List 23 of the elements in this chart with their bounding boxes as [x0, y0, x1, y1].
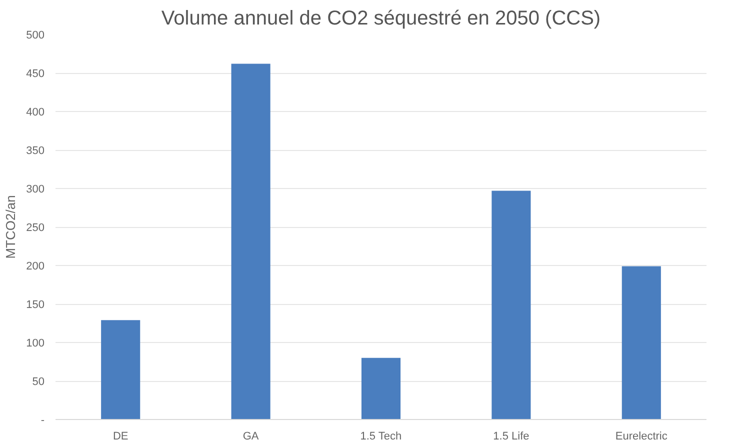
y-tick-label: 200 — [26, 260, 45, 272]
y-tick-label: 400 — [26, 106, 45, 118]
bar — [492, 190, 531, 420]
y-tick-label: 50 — [32, 376, 45, 388]
bar — [101, 320, 140, 420]
y-tick-label: 250 — [26, 222, 45, 234]
chart-title: Volume annuel de CO2 séquestré en 2050 (CCS) — [161, 8, 601, 30]
bar — [231, 64, 270, 420]
y-tick-label: 150 — [26, 299, 45, 311]
y-axis-title: MTCO2/an — [3, 195, 18, 259]
y-tick-label: 100 — [26, 338, 45, 350]
y-tick-label: 300 — [26, 184, 45, 196]
y-tick-label: 350 — [26, 145, 45, 157]
bar — [361, 358, 401, 420]
y-tick-label: - — [40, 414, 45, 426]
x-tick-label: GA — [242, 430, 260, 442]
x-tick-label: Eurelectric — [615, 430, 668, 442]
x-tick-label: 1.5 Life — [493, 430, 530, 442]
bar — [622, 266, 661, 420]
x-tick-label: 1.5 Tech — [360, 430, 402, 442]
y-tick-label: 450 — [26, 68, 45, 80]
x-tick-label: DE — [112, 430, 128, 442]
y-tick-label: 500 — [26, 30, 45, 42]
